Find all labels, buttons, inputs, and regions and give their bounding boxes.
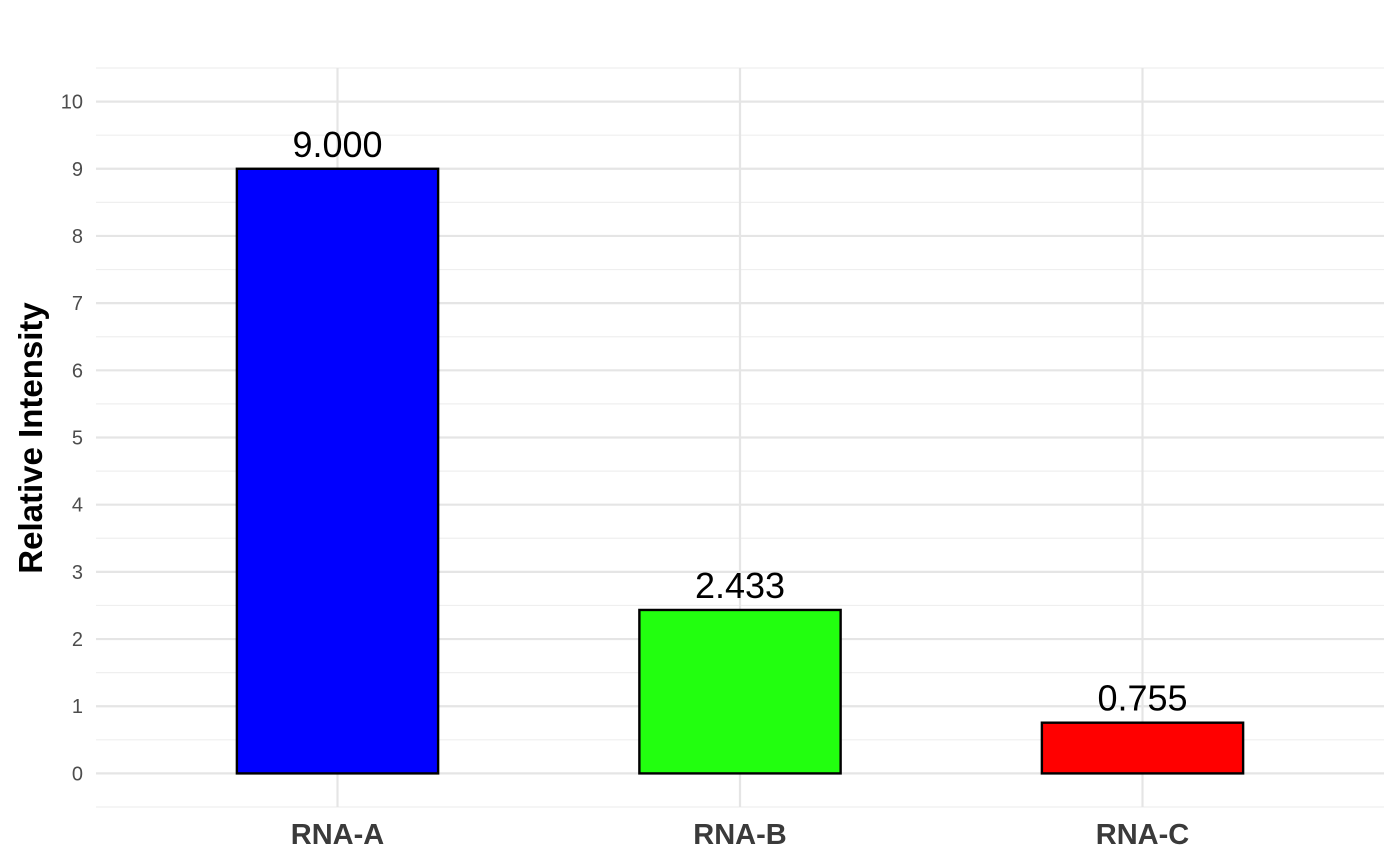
y-tick-label: 2 [72,629,83,651]
y-tick-label: 3 [72,562,83,584]
x-tick-label-rna-a: RNA-A [291,819,384,851]
y-tick-label: 6 [72,360,83,382]
x-axis: RNA-A RNA-B RNA-C [291,819,1189,851]
data-label-rna-c: 0.755 [1097,678,1187,719]
y-tick-label: 5 [72,428,83,450]
bar-rna-c [1040,721,1245,775]
y-tick-label: 0 [72,763,83,785]
bar-rna-a [235,167,440,775]
y-tick-label: 9 [72,159,83,181]
y-tick-label: 10 [61,92,83,114]
data-label-rna-a: 9.000 [292,124,382,165]
data-label-rna-b: 2.433 [695,565,785,606]
y-tick-label: 1 [72,696,83,718]
y-tick-label: 7 [72,293,83,315]
y-tick-label: 8 [72,226,83,248]
data-label-layer: 9.000 2.433 0.755 [292,124,1187,719]
bar-rna-b [638,608,842,775]
x-tick-label-rna-c: RNA-C [1096,819,1189,851]
x-tick-label-rna-b: RNA-B [693,819,786,851]
y-axis: 0 1 2 3 4 5 6 7 8 9 10 [61,92,83,786]
bar-layer [235,167,1245,775]
y-tick-label: 4 [72,495,83,517]
y-axis-title: Relative Intensity [12,302,49,574]
